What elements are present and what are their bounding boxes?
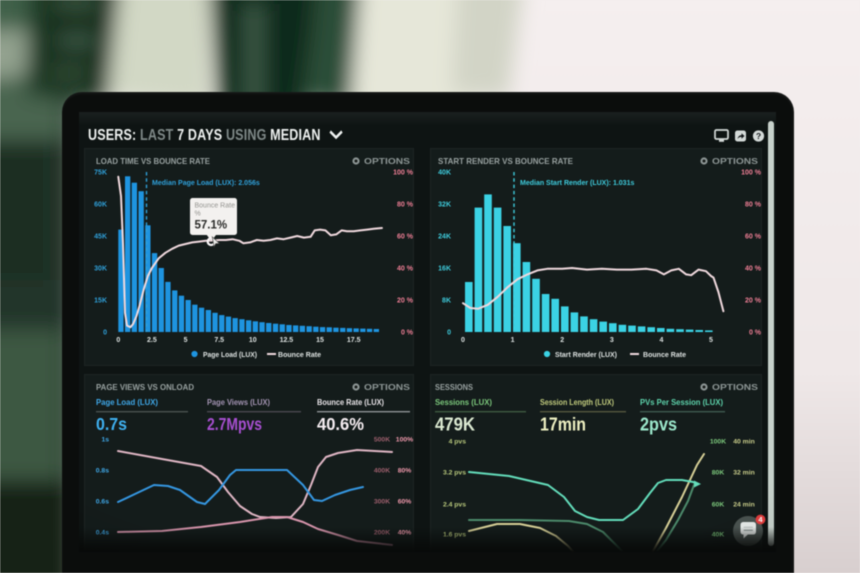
svg-text:0.8s: 0.8s	[96, 468, 109, 475]
svg-text:Start Render (LUX): Start Render (LUX)	[555, 352, 617, 359]
svg-text:OPTIONS: OPTIONS	[364, 382, 411, 392]
svg-text:12.5: 12.5	[280, 337, 294, 344]
svg-text:Median Page Load (LUX): 2.056s: Median Page Load (LUX): 2.056s	[152, 180, 260, 187]
svg-text:1: 1	[511, 337, 515, 344]
svg-text:80 %: 80 %	[397, 202, 414, 209]
svg-text:32 min: 32 min	[733, 470, 755, 477]
svg-text:40.6%: 40.6%	[317, 414, 364, 434]
svg-text:1s: 1s	[101, 437, 109, 444]
svg-text:10: 10	[249, 337, 257, 344]
svg-text:PVs Per Session (LUX): PVs Per Session (LUX)	[640, 397, 723, 407]
svg-text:17.5: 17.5	[347, 337, 361, 344]
svg-text:60K: 60K	[94, 202, 107, 209]
svg-text:40 min: 40 min	[733, 439, 755, 446]
svg-text:%: %	[195, 211, 201, 218]
svg-text:60 %: 60 %	[745, 234, 762, 241]
svg-text:OPTIONS: OPTIONS	[364, 156, 411, 166]
svg-text:8K: 8K	[442, 298, 451, 305]
svg-text:PAGE VIEWS VS ONLOAD: PAGE VIEWS VS ONLOAD	[96, 382, 194, 392]
svg-text:24 min: 24 min	[733, 502, 755, 509]
svg-text:80K: 80K	[712, 470, 725, 477]
svg-text:Sessions (LUX): Sessions (LUX)	[435, 397, 492, 407]
svg-text:15: 15	[316, 337, 324, 344]
svg-text:Bounce Rate: Bounce Rate	[195, 203, 236, 210]
svg-text:24K: 24K	[438, 234, 451, 241]
svg-text:Bounce Rate: Bounce Rate	[643, 352, 686, 359]
svg-text:Page Load (LUX): Page Load (LUX)	[203, 352, 257, 359]
svg-text:7.5: 7.5	[214, 337, 224, 344]
svg-text:100 %: 100 %	[393, 170, 414, 177]
svg-text:60 %: 60 %	[397, 234, 414, 241]
svg-text:100 %: 100 %	[741, 170, 762, 177]
svg-text:Page Views (LUX): Page Views (LUX)	[207, 397, 270, 407]
svg-text:60K: 60K	[712, 502, 725, 509]
svg-text:SESSIONS: SESSIONS	[435, 382, 473, 392]
svg-text:2.4 pvs: 2.4 pvs	[443, 502, 466, 509]
svg-text:30K: 30K	[94, 266, 107, 273]
svg-text:0: 0	[447, 330, 451, 337]
svg-text:OPTIONS: OPTIONS	[712, 382, 759, 392]
svg-text:2pvs: 2pvs	[640, 414, 677, 435]
svg-text:40 %: 40 %	[397, 266, 414, 273]
svg-text:20 %: 20 %	[745, 298, 762, 305]
svg-text:0 %: 0 %	[401, 330, 414, 337]
svg-text:4 pvs: 4 pvs	[449, 439, 467, 446]
svg-text:3: 3	[610, 337, 614, 344]
svg-text:3.2 pvs: 3.2 pvs	[443, 470, 466, 477]
svg-text:40K: 40K	[438, 170, 451, 177]
svg-text:4: 4	[659, 337, 663, 344]
svg-text:300K: 300K	[374, 499, 390, 506]
svg-text:Bounce Rate (LUX): Bounce Rate (LUX)	[317, 397, 384, 407]
svg-text:0 %: 0 %	[749, 330, 762, 337]
svg-text:80%: 80%	[398, 468, 412, 475]
svg-text:Median Start Render (LUX): 1.0: Median Start Render (LUX): 1.031s	[520, 180, 634, 187]
svg-text:75K: 75K	[94, 170, 107, 177]
svg-text:5: 5	[709, 337, 713, 344]
svg-text:?: ?	[756, 131, 761, 141]
svg-text:400K: 400K	[374, 468, 390, 475]
svg-text:LOAD TIME VS BOUNCE RATE: LOAD TIME VS BOUNCE RATE	[96, 156, 210, 166]
svg-text:80 %: 80 %	[745, 202, 762, 209]
svg-text:32K: 32K	[438, 202, 451, 209]
svg-text:0.6s: 0.6s	[96, 499, 109, 506]
svg-text:40 %: 40 %	[745, 266, 762, 273]
svg-text:5: 5	[184, 337, 188, 344]
svg-text:0: 0	[116, 337, 120, 344]
svg-text:OPTIONS: OPTIONS	[712, 156, 759, 166]
svg-text:0: 0	[461, 337, 465, 344]
svg-text:16K: 16K	[438, 266, 451, 273]
svg-text:100%: 100%	[396, 437, 413, 444]
svg-text:2.5: 2.5	[147, 337, 157, 344]
svg-text:2: 2	[560, 337, 564, 344]
svg-text:0: 0	[103, 330, 107, 337]
svg-text:479K: 479K	[435, 414, 476, 435]
svg-text:Session Length (LUX): Session Length (LUX)	[540, 397, 614, 407]
svg-text:4: 4	[758, 515, 763, 524]
svg-text:2.7Mpvs: 2.7Mpvs	[207, 414, 262, 434]
svg-text:17min: 17min	[540, 414, 586, 435]
svg-text:20 %: 20 %	[397, 298, 414, 305]
svg-text:START RENDER VS BOUNCE RATE: START RENDER VS BOUNCE RATE	[438, 156, 573, 166]
svg-text:15K: 15K	[94, 298, 107, 305]
svg-text:60%: 60%	[398, 499, 412, 506]
svg-text:0.7s: 0.7s	[96, 414, 127, 434]
svg-text:57.1%: 57.1%	[195, 220, 228, 232]
svg-text:500K: 500K	[374, 437, 390, 444]
svg-text:45K: 45K	[94, 234, 107, 241]
svg-text:Page Load (LUX): Page Load (LUX)	[96, 397, 158, 407]
svg-text:100K: 100K	[710, 439, 726, 446]
svg-text:Bounce Rate: Bounce Rate	[278, 352, 321, 359]
